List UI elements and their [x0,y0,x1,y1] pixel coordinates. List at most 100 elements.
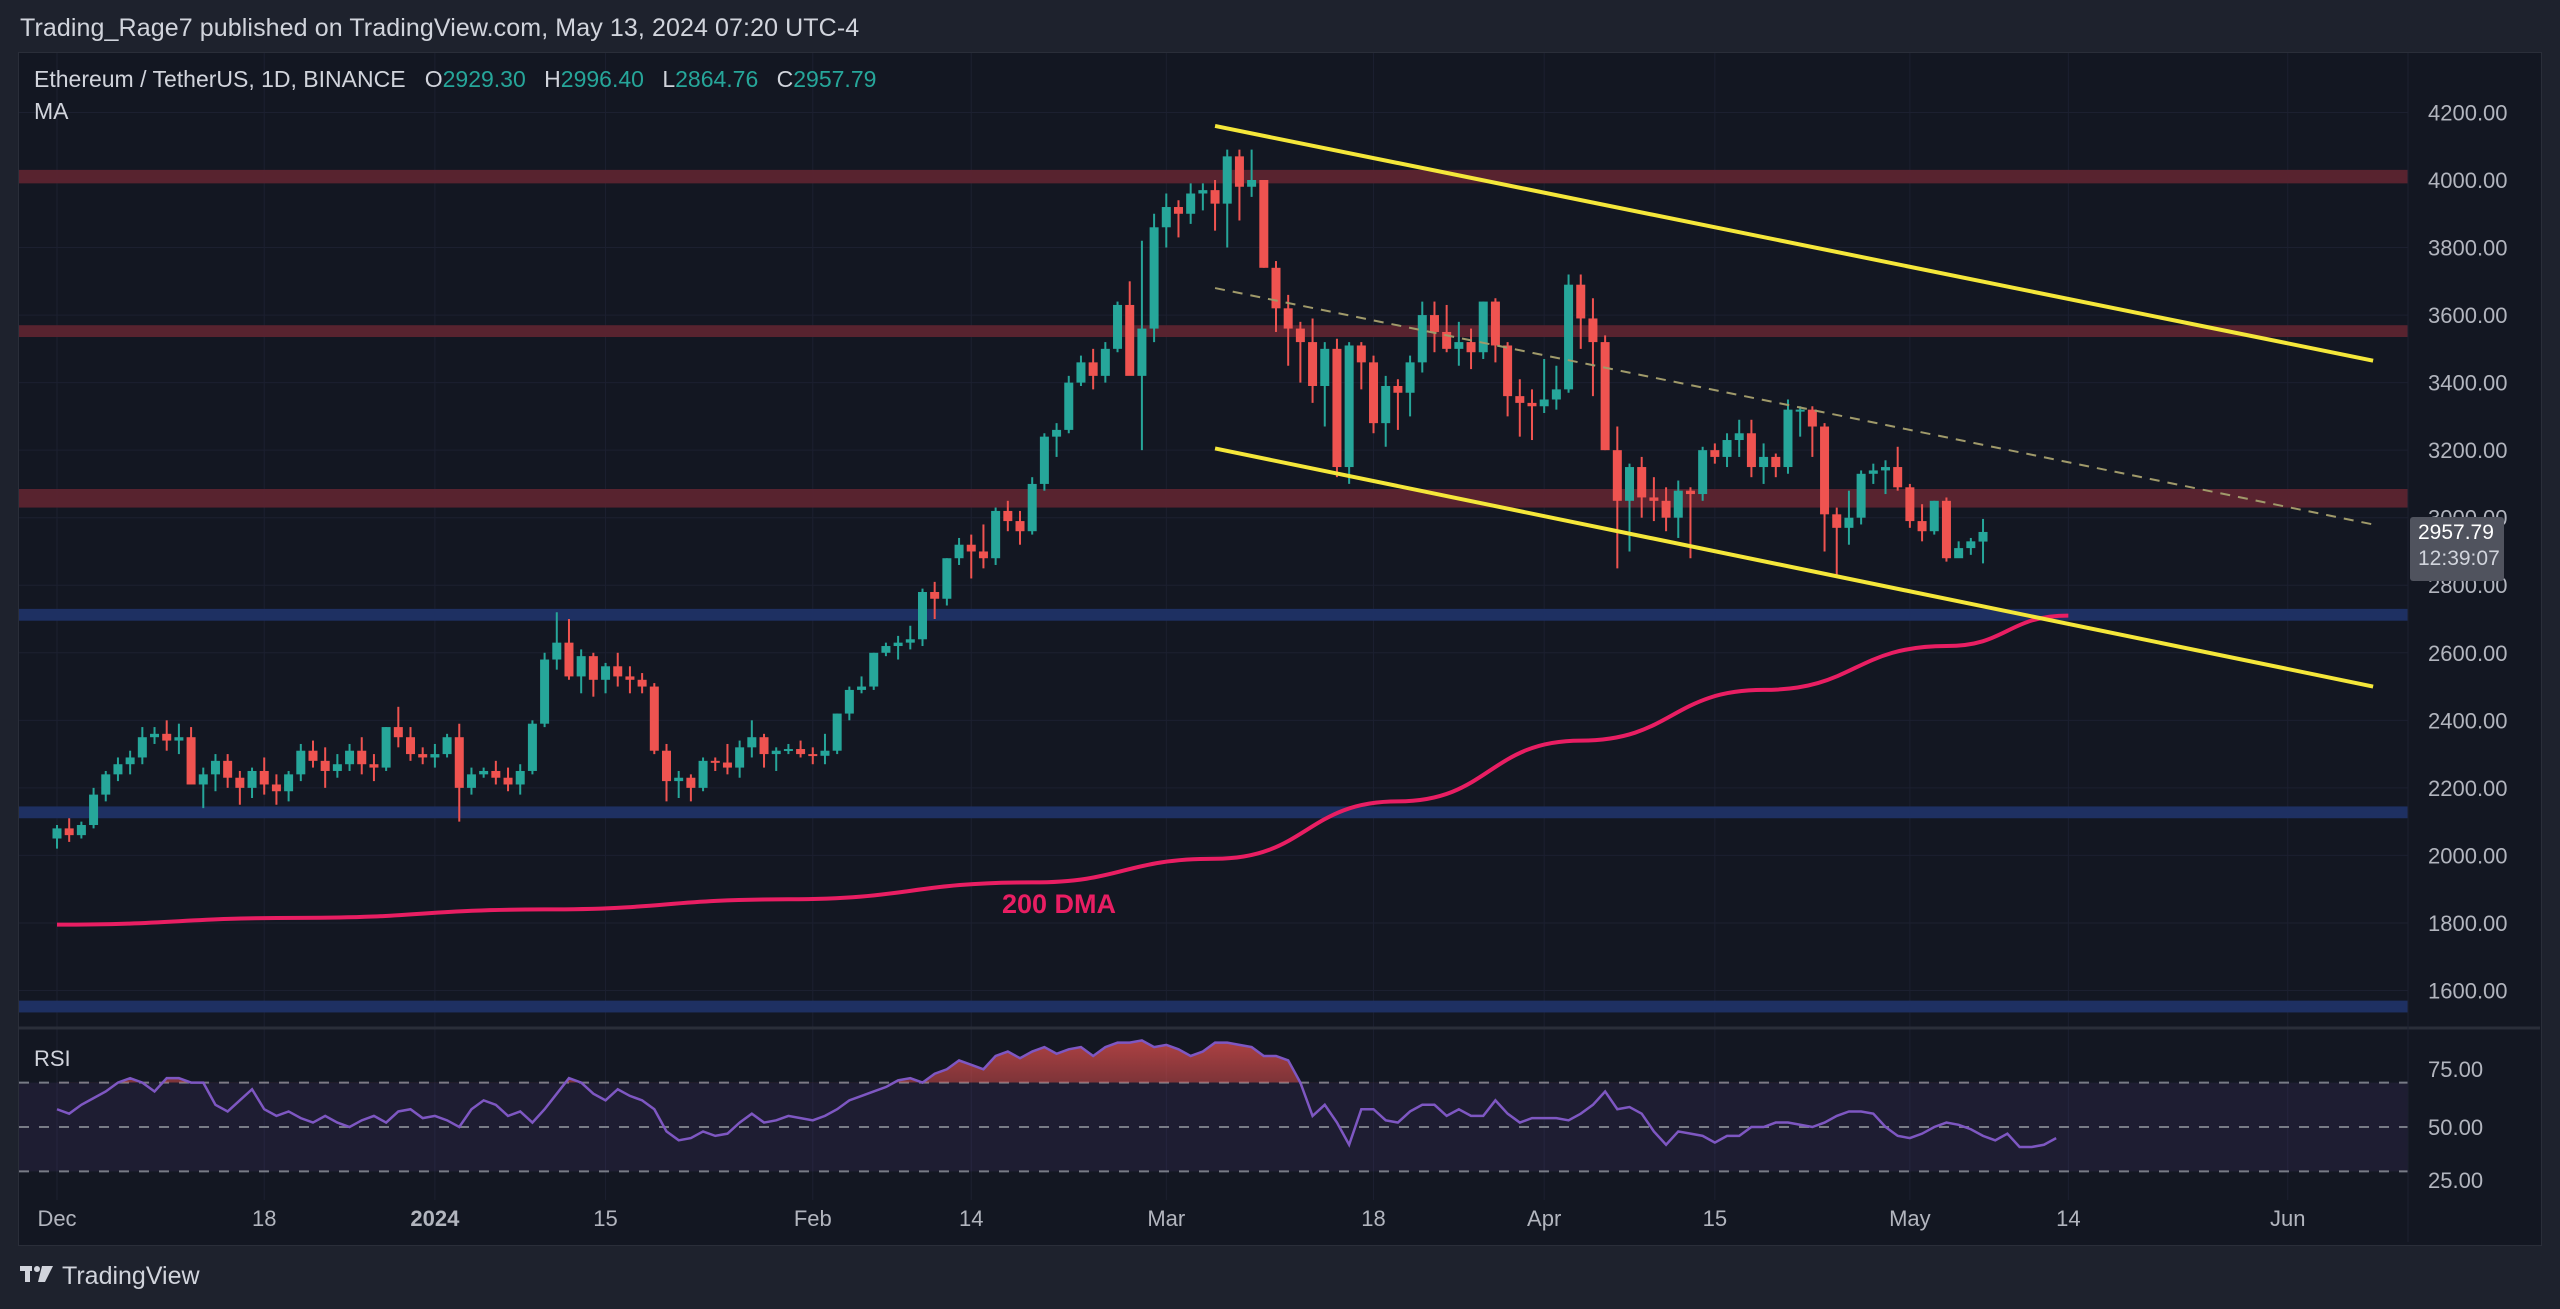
candlesticks [52,149,1988,849]
candle [1551,389,1561,400]
time-tick: 18 [252,1206,276,1231]
candle [625,676,635,680]
candle [1881,467,1890,471]
channel-lower-line[interactable] [1214,446,2374,689]
rsi-tick: 50.00 [2428,1115,2483,1140]
time-axis[interactable]: Dec 18 2024 15 Feb 14 Mar 18 Apr 15 May 14 Jun [37,1206,2305,1231]
bar-countdown: 12:39:07 [2418,547,2500,570]
tradingview-brand[interactable]: TradingView [62,1262,200,1290]
symbol-label[interactable]: Ethereum / TetherUS, 1D, BINANCE [34,66,406,92]
price-axis[interactable]: 4200.00 4000.00 3800.00 3600.00 3400.00 3200.… [2428,100,2508,1003]
candle [1929,500,1939,532]
candle [1490,301,1500,346]
candle [942,558,952,599]
candle [527,723,537,771]
candle [1783,409,1793,468]
candle [1759,456,1769,468]
candle [637,679,647,687]
candle [1125,304,1135,376]
candle [1137,328,1147,376]
high-value: 2996.40 [560,66,644,92]
candle [1076,362,1086,383]
candle [857,686,867,690]
candle [1332,348,1342,468]
dma-200-line [56,613,2069,927]
candle [917,591,927,640]
candle [759,737,769,755]
ma-indicator-label[interactable]: MA [34,98,69,124]
high-label: H [544,66,561,92]
candle [491,770,501,778]
candle [869,652,879,687]
candle [1527,402,1537,407]
candle [1856,473,1866,518]
descending-channel[interactable] [1214,124,2374,689]
candle [345,750,355,765]
rsi-pane-label[interactable]: RSI [34,1046,71,1071]
candle [698,760,708,788]
candle [1832,514,1842,528]
time-tick: 15 [593,1206,617,1231]
candle [1088,362,1098,376]
time-tick: 14 [2056,1206,2080,1231]
support-resistance-zones [19,169,2408,1013]
price-tick: 4200.00 [2428,100,2508,125]
candle [649,686,659,751]
candle [137,737,147,758]
candle [1637,467,1647,498]
candle [1478,301,1488,353]
candle [1746,433,1756,468]
candle [1539,399,1549,407]
candle [271,784,281,792]
support-zone [19,1000,2408,1013]
candle [320,760,330,771]
candle [186,737,196,785]
publish-header: Trading_Rage7 published on TradingView.c… [20,14,860,42]
candle [430,754,440,758]
candle [308,750,318,761]
candle [1917,521,1927,532]
candle [1271,267,1281,309]
candle [930,591,940,599]
candle [101,774,111,795]
candle [1052,429,1062,437]
candle [1503,345,1513,397]
candle [1771,456,1781,468]
candle [393,727,403,738]
price-tick: 2000.00 [2428,843,2508,868]
candle [1966,541,1976,549]
footer-branding: TradingView [20,1262,200,1291]
candle [357,750,367,765]
candle [1661,500,1671,518]
channel-upper-line[interactable] [1214,124,2374,363]
time-tick: 14 [959,1206,983,1231]
price-tick: 3600.00 [2428,303,2508,328]
candle [150,733,160,738]
candle [881,646,891,653]
rsi-tick: 25.00 [2428,1168,2483,1193]
candle [1868,470,1878,474]
time-tick: 2024 [410,1206,460,1231]
price-tick: 4000.00 [2428,168,2508,193]
candle [966,544,976,552]
candle [1722,440,1732,457]
time-tick: Apr [1527,1206,1561,1231]
candle [710,760,720,763]
candle [1454,342,1464,349]
rsi-axis[interactable]: 75.00 50.00 25.00 [2428,1057,2483,1193]
candle [1576,284,1586,319]
candle [1247,180,1257,187]
candle [1283,308,1293,329]
last-price-value: 2957.79 [2418,521,2494,544]
candle [1039,436,1049,484]
candle [1295,328,1305,343]
candle [418,754,428,758]
candle [844,689,854,714]
candle [735,747,745,768]
candle [515,770,525,785]
chart-frame[interactable] [18,52,2542,1246]
candle [1381,385,1391,424]
candle [479,770,489,775]
candle [89,794,99,826]
